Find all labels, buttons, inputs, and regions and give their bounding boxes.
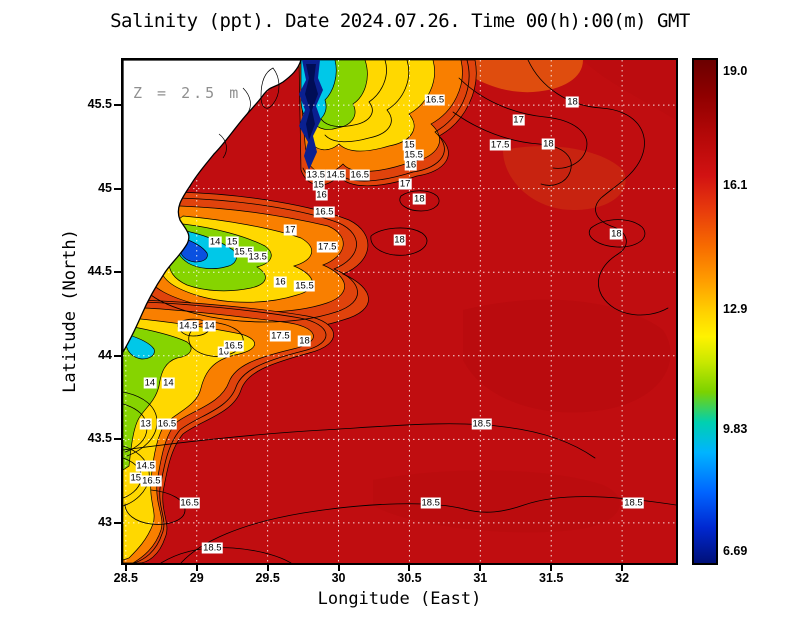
contour-label: 15 [129, 472, 143, 484]
x-tick-mark [266, 565, 269, 571]
x-tick-label: 32 [615, 571, 630, 585]
x-tick-mark [195, 565, 198, 571]
y-tick-mark [114, 187, 121, 190]
x-tick-mark [550, 565, 553, 571]
colorbar-tick-label: 12.9 [723, 302, 748, 317]
y-axis-label: Latitude (North) [60, 229, 80, 393]
contour-label: 15 [225, 236, 239, 248]
contour-label: 18 [413, 193, 426, 205]
contour-label: 15 [403, 139, 416, 151]
contour-label: 15.5 [294, 280, 315, 292]
contour-label: 14.5 [177, 320, 199, 332]
contour-label: 14 [143, 377, 157, 389]
contour-label: 16 [404, 159, 418, 171]
colorbar-tick-label: 9.83 [723, 422, 748, 437]
contour-label: 18 [610, 228, 623, 240]
contour-label: 17 [398, 178, 412, 190]
contour-label: 17 [284, 224, 297, 236]
colorbar [692, 58, 718, 565]
x-tick-label: 28.5 [113, 571, 138, 585]
contour-label: 13.5 [247, 251, 268, 263]
contour-label: 16.5 [424, 94, 446, 106]
contour-label: 18.5 [623, 497, 644, 509]
contour-label: 17.5 [489, 139, 511, 151]
y-tick-mark [114, 271, 121, 274]
contour-labels-layer: 16.5 18 17 17.5 18 15 15.5 16 13.5 14.5 16.5 17 15 16… [123, 60, 676, 563]
x-tick-mark [479, 565, 482, 571]
x-tick-label: 31 [473, 571, 488, 585]
y-tick-mark [114, 104, 121, 107]
contour-label: 16.5 [349, 169, 371, 181]
contour-label: 13 [139, 418, 152, 430]
contour-label: 16 [315, 189, 328, 201]
contour-label: 15.5 [403, 149, 424, 161]
x-tick-label: 29.5 [255, 571, 280, 585]
contour-label: 16.5 [179, 497, 200, 509]
coastal-lakes [218, 67, 280, 159]
y-tick-label: 43 [98, 514, 112, 529]
contour-label: 13.5 [305, 169, 327, 181]
contour-label: 17.5 [270, 330, 291, 342]
contour-label: 14 [162, 377, 175, 389]
contour-label: 14.5 [135, 460, 156, 472]
contour-label: 18 [393, 234, 406, 246]
y-tick-label: 44.5 [87, 264, 112, 279]
x-tick-mark [124, 565, 127, 571]
contour-label: 17.5 [316, 241, 338, 253]
contour-label: 16 [217, 346, 230, 358]
contour-label: 18.5 [420, 497, 441, 509]
contour-label: 18 [298, 335, 311, 347]
x-tick-label: 30 [331, 571, 346, 585]
y-tick-mark [114, 354, 121, 357]
colorbar-tick-label: 19.0 [723, 64, 748, 79]
contour-label: 15 [312, 179, 325, 191]
x-tick-mark [408, 565, 411, 571]
y-tick-label: 45 [98, 180, 112, 195]
contour-label: 15.5 [233, 246, 254, 258]
contour-label: 16 [274, 276, 287, 288]
contour-lines [123, 60, 676, 563]
contour-label: 16.5 [314, 206, 335, 218]
colorbar-tick-label: 16.1 [723, 177, 748, 192]
y-tick-mark [114, 521, 121, 524]
y-tick-label: 44 [98, 347, 112, 362]
land-region [123, 60, 302, 354]
depth-annotation: Z = 2.5 m [133, 84, 242, 102]
contour-label: 16.5 [156, 418, 178, 430]
contour-label: 16.5 [223, 340, 244, 352]
colorbar-tick-label: 6.69 [723, 544, 748, 559]
x-axis-label: Longitude (East) [317, 589, 482, 609]
x-tick-label: 29 [189, 571, 204, 585]
y-tick-label: 43.5 [87, 431, 112, 446]
x-tick-mark [337, 565, 340, 571]
x-tick-mark [621, 565, 624, 571]
map-plot: 16.5 18 17 17.5 18 15 15.5 16 13.5 14.5 16.5 17 15 16… [121, 58, 678, 565]
contour-label: 18.5 [202, 542, 223, 554]
contour-label: 17 [512, 114, 525, 126]
contour-label: 14 [208, 236, 222, 248]
contour-label: 18 [566, 96, 579, 108]
plot-title: Salinity (ppt). Date 2024.07.26. Time 00… [110, 10, 690, 32]
contour-label: 14.5 [325, 169, 346, 181]
y-tick-mark [114, 438, 121, 441]
contour-label: 16.5 [141, 475, 162, 487]
y-tick-label: 45.5 [87, 97, 112, 112]
x-tick-label: 31.5 [539, 571, 564, 585]
x-tick-label: 30.5 [397, 571, 422, 585]
contour-label: 18.5 [471, 418, 492, 430]
contour-label: 14 [203, 320, 216, 332]
contour-label: 18 [542, 138, 555, 150]
